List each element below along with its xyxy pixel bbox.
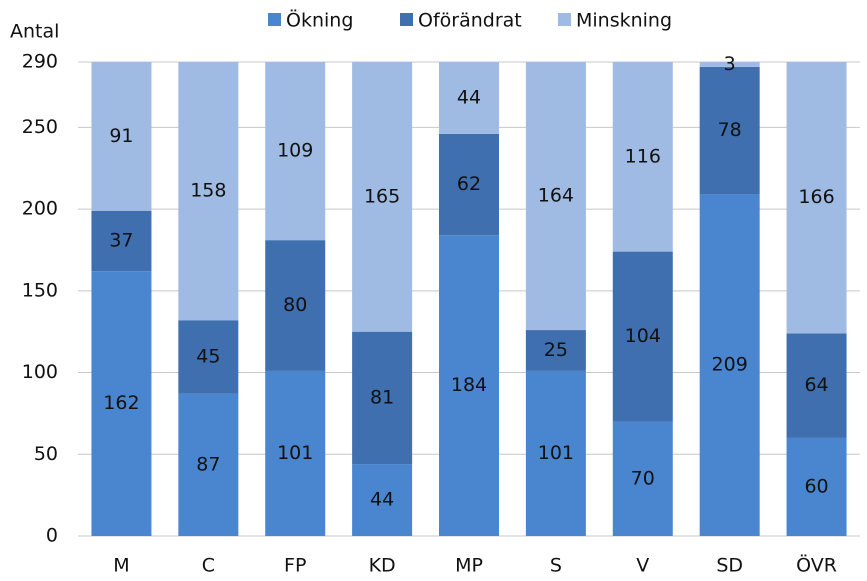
legend-swatch xyxy=(268,13,281,26)
bar-segment xyxy=(439,235,499,536)
bar-segment xyxy=(525,62,586,331)
data-label: 45 xyxy=(196,346,220,368)
bar-segment xyxy=(525,370,586,536)
bar-segment xyxy=(265,62,326,241)
x-tick-label: C xyxy=(202,555,215,577)
bar-segment xyxy=(178,62,239,321)
legend-swatch xyxy=(400,13,413,26)
data-label: 44 xyxy=(370,489,394,511)
bar-segment xyxy=(352,464,413,536)
data-label: 81 xyxy=(370,386,394,408)
data-label: 116 xyxy=(625,145,661,167)
y-axis-label: Antal xyxy=(10,21,59,43)
y-tick-label: 250 xyxy=(22,116,58,138)
x-tick-label: V xyxy=(636,555,649,577)
bar-segment xyxy=(91,62,152,211)
bar-segment xyxy=(699,194,760,536)
data-label: 165 xyxy=(364,185,400,207)
data-label: 184 xyxy=(451,374,487,396)
data-label: 158 xyxy=(190,180,226,202)
bar-segment xyxy=(699,66,760,195)
bar-segment xyxy=(612,421,673,536)
x-tick-label: S xyxy=(550,555,562,577)
x-tick-label: FP xyxy=(284,555,306,577)
legend-swatch xyxy=(558,13,571,26)
bar-segment xyxy=(786,62,847,334)
data-label: 209 xyxy=(712,354,748,376)
bar-segment xyxy=(178,320,239,394)
data-label: 87 xyxy=(196,453,220,475)
data-label: 37 xyxy=(109,229,133,251)
y-tick-label: 290 xyxy=(22,51,58,73)
y-tick-label: 0 xyxy=(46,525,58,547)
data-label: 78 xyxy=(718,119,742,141)
data-label: 101 xyxy=(538,442,574,464)
bar-segment xyxy=(786,437,847,536)
bar-segment xyxy=(439,62,499,134)
data-label: 25 xyxy=(544,339,568,361)
x-tick-label: KD xyxy=(369,555,396,577)
bar-segment xyxy=(91,210,152,272)
bar-segment xyxy=(352,62,413,332)
bar-segment xyxy=(699,62,760,67)
bar-segment xyxy=(612,251,673,422)
y-tick-label: 100 xyxy=(22,361,58,383)
data-label: 104 xyxy=(625,325,661,347)
data-label: 60 xyxy=(804,475,828,497)
bar-segment xyxy=(265,370,326,536)
bar-segment xyxy=(612,62,673,252)
data-label: 91 xyxy=(109,125,133,147)
data-label: 3 xyxy=(724,53,736,75)
legend-label: Ökning xyxy=(286,9,353,32)
data-label: 166 xyxy=(798,186,834,208)
data-label: 44 xyxy=(457,86,481,108)
bar-segment xyxy=(786,333,847,438)
bar-segment xyxy=(91,271,152,536)
bar-segment xyxy=(352,331,413,465)
data-label: 164 xyxy=(538,185,574,207)
legend-label: Oförändrat xyxy=(418,10,522,32)
x-tick-label: MP xyxy=(455,555,483,577)
bar-segment xyxy=(178,393,239,536)
x-tick-label: ÖVR xyxy=(796,554,837,577)
x-tick-label: M xyxy=(113,555,129,577)
legend-label: Minskning xyxy=(576,10,672,32)
bar-segment xyxy=(525,330,586,371)
bar-segment xyxy=(265,240,326,371)
y-tick-label: 150 xyxy=(22,279,58,301)
data-label: 64 xyxy=(804,374,828,396)
x-tick-label: SD xyxy=(716,555,743,577)
y-tick-label: 200 xyxy=(22,198,58,220)
bar-segment xyxy=(439,133,499,236)
data-label: 109 xyxy=(277,140,313,162)
y-tick-label: 50 xyxy=(34,443,58,465)
data-label: 162 xyxy=(103,392,139,414)
data-label: 62 xyxy=(457,173,481,195)
data-label: 70 xyxy=(631,467,655,489)
data-label: 80 xyxy=(283,294,307,316)
data-label: 101 xyxy=(277,442,313,464)
